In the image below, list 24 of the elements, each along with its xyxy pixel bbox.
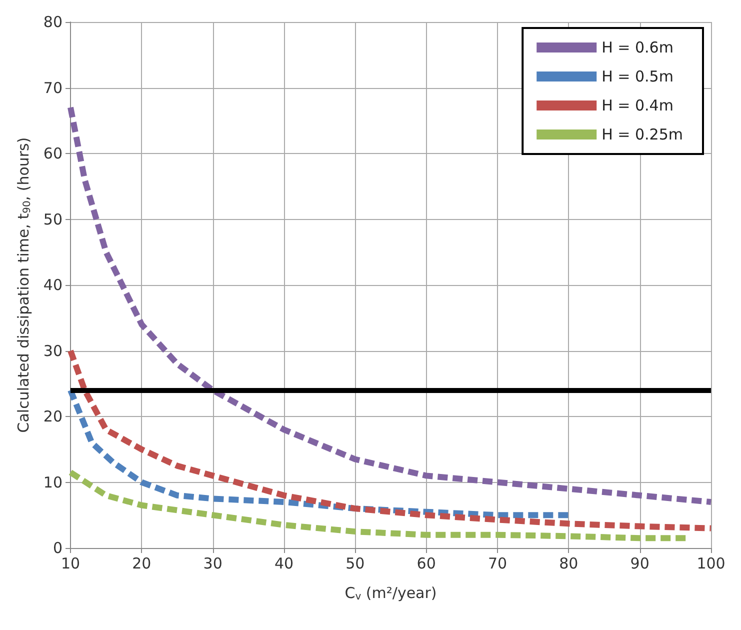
y-tick-label: 70 [43, 78, 62, 97]
legend-label: H = 0.5m [602, 68, 674, 86]
legend-label: H = 0.25m [602, 126, 684, 144]
legend-label: H = 0.4m [602, 96, 674, 114]
x-tick-label: 100 [696, 554, 726, 572]
y-tick-label: 0 [52, 539, 62, 557]
y-tick-label: 40 [43, 276, 62, 294]
x-tick-label: 40 [274, 554, 294, 572]
x-tick-label: 20 [132, 554, 152, 572]
x-tick-label: 90 [630, 554, 650, 572]
x-tick-label: 60 [416, 554, 436, 572]
x-tick-label: 50 [346, 554, 365, 572]
x-tick-label: 10 [60, 554, 80, 572]
y-tick-label: 50 [43, 210, 62, 228]
y-tick-label: 10 [43, 473, 62, 492]
x-tick-label: 30 [203, 554, 222, 572]
x-tick-label: 80 [559, 554, 578, 572]
y-tick-label: 30 [43, 342, 62, 360]
y-tick-label: 60 [43, 144, 62, 162]
y-axis-title: Calculated dissipation time, t90, (hours) [14, 137, 33, 433]
y-tick-label: 80 [43, 13, 62, 31]
y-tick-label: 20 [43, 408, 62, 426]
x-tick-label: 70 [488, 554, 508, 572]
legend-label: H = 0.6m [602, 38, 674, 56]
